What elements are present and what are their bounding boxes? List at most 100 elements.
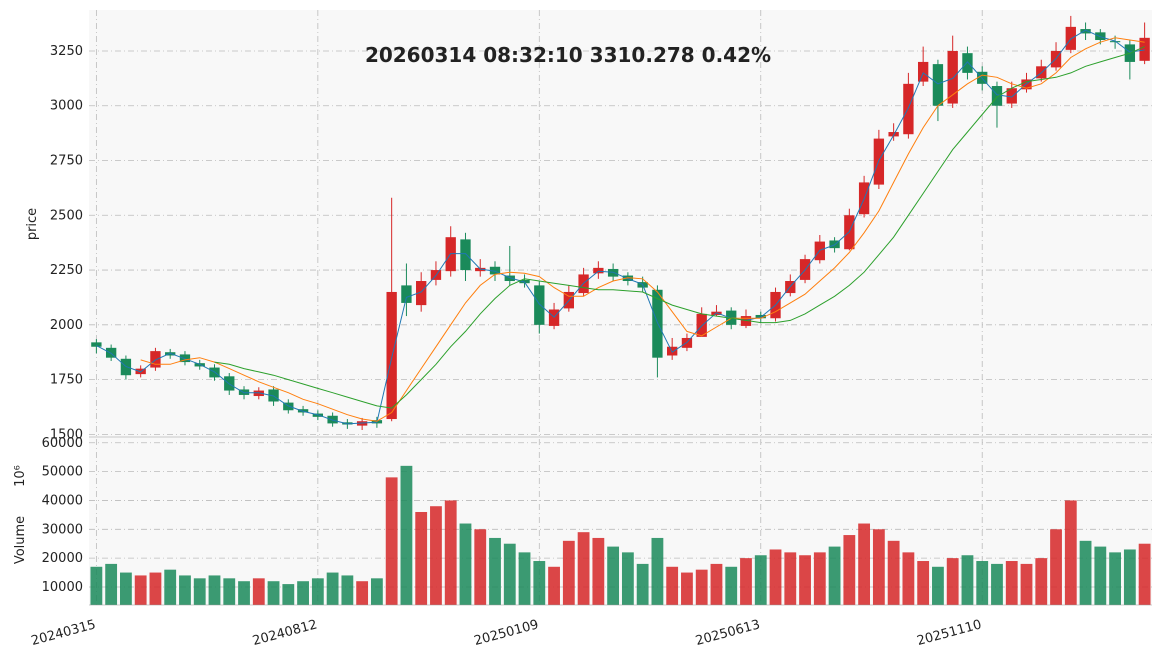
volume-bar [208,575,221,605]
volume-bar [636,563,649,605]
volume-bar [828,546,841,605]
volume-bar [1109,552,1121,605]
marks [90,15,1151,605]
candle-body [519,279,530,284]
candle-body [179,354,191,363]
volume-bar [740,558,752,605]
y-tick-label: 30000 [42,522,83,537]
volume-bar [902,552,915,605]
chart-title: 20260314 08:32:10 3310.278 0.42% [365,43,771,67]
volume-bar [607,546,620,605]
volume-bar [1035,558,1048,605]
volume-bar [341,575,354,605]
volume-bar [400,465,413,605]
volume-bar [621,552,634,605]
x-tick-label: 20250613 [694,617,762,649]
candle-body [1139,37,1150,61]
volume-bar [90,566,103,605]
grid [89,10,1152,605]
y-axis-label: price [25,208,40,240]
volume-bar [149,572,162,605]
volume-bar [858,523,871,605]
y-tick-label: 3000 [50,99,83,114]
candle-body [962,53,973,73]
plot-background [89,10,1152,605]
y-tick-label: 1500 [50,427,83,442]
volume-bar [666,566,679,605]
volume-bar [725,566,738,605]
volume-bar [917,561,930,605]
candle-body [460,239,471,271]
volume-bar [1094,546,1107,605]
volume-bar [562,540,575,605]
candle-body [401,285,412,303]
candle-body [740,316,752,326]
volume-bar [164,569,177,605]
candle-body [1006,88,1017,104]
volume-bar [932,566,944,605]
volume-bar [120,572,132,605]
volume-bar [252,578,265,605]
x-tick-label: 20240812 [251,617,319,649]
volume-bar [577,532,590,605]
volume-bar [769,549,782,605]
volume-bar [695,569,708,605]
candle-body [947,50,958,104]
volume-bar [592,537,605,605]
y-tick-label: 40000 [42,493,83,508]
volume-bar [503,543,516,605]
candle-body [253,390,264,397]
volume-bar [1005,561,1018,605]
x-tick-label: 20251110 [915,617,983,649]
volume-bar [1020,563,1033,605]
volume-bar [415,511,428,605]
volume-bar [710,563,723,605]
offset-text: 10⁶ [13,465,28,487]
moving-average-line [96,29,1145,425]
volume-bar [1123,549,1136,605]
y-tick-label: 50000 [42,465,83,480]
volume-bar [887,540,900,605]
volume-bar [238,581,250,605]
candle-body [932,64,944,106]
candle-body [489,266,501,275]
volume-bar [1138,543,1151,605]
moving-average-line [140,37,1145,422]
volume-bar [784,552,797,605]
volume-bar [681,572,693,605]
y-tick-label: 20000 [42,551,83,566]
candle-body [917,61,929,82]
volume-bar [326,572,339,605]
volume-bar [872,529,885,605]
volume-bar [799,555,811,605]
x-tick-label: 20240315 [30,617,98,649]
volume-bar [533,561,546,605]
volume-bar [282,584,295,605]
candle-body [504,275,515,282]
y-tick-label: 2750 [50,154,83,169]
y-tick-label: 60000 [42,436,83,451]
volume-bar [518,552,531,605]
candle-body [991,86,1003,106]
volume-bar [1079,540,1092,605]
y-tick-label: 2000 [50,318,83,333]
moving-average-line [214,46,1145,409]
candle-body [593,267,604,274]
volume-bar [193,578,206,605]
volume-bar [991,563,1003,605]
volume-bar [430,506,442,605]
x-tick-label: 20250109 [473,617,541,649]
candle-body [416,281,427,306]
volume-bar [356,581,369,605]
volume-bar [946,558,959,605]
volume-bar [976,561,989,605]
volume-bar [385,477,398,605]
candle-body [150,351,161,368]
candle-body [903,83,914,135]
volume-bar [1050,529,1062,605]
y-tick-label: 10000 [42,580,83,595]
y-tick-label: 3250 [50,44,83,59]
volume-bar [651,537,664,605]
volume-bar [548,566,560,605]
